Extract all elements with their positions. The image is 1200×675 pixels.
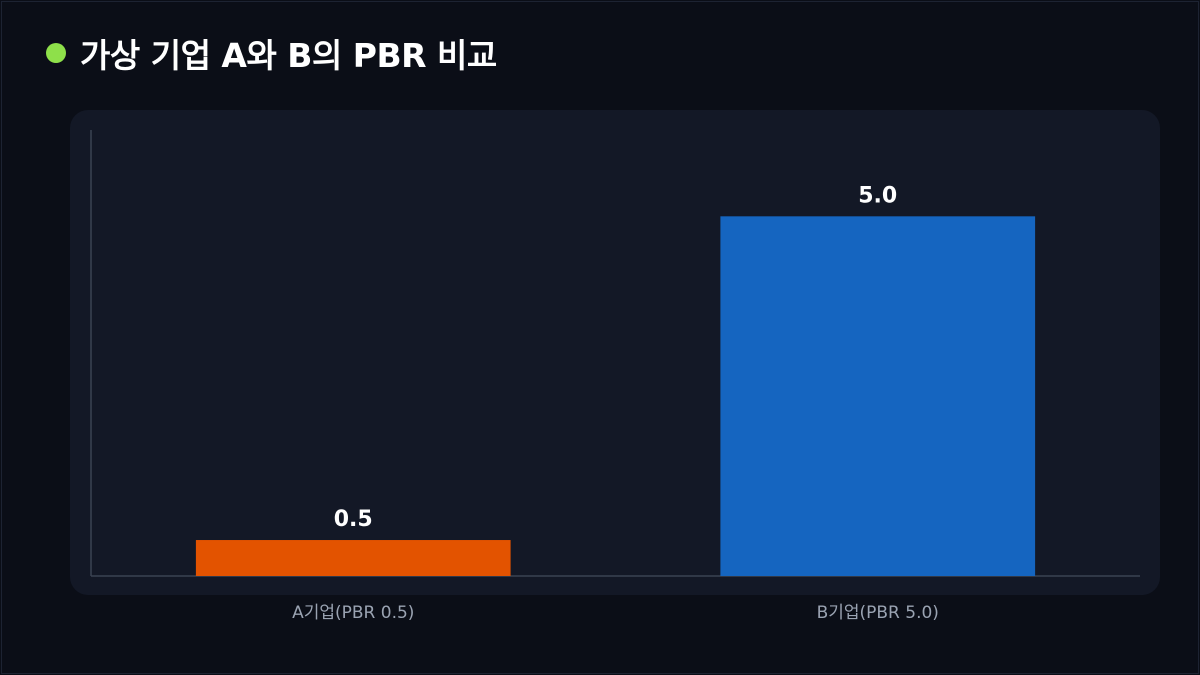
data-label-2: 5.0 <box>858 183 897 208</box>
x-tick-label-1: A기업(PBR 0.5) <box>292 603 414 623</box>
chart-title-text: 가상 기업 A와 B의 PBR 비교 <box>80 36 497 75</box>
data-label-1: 0.5 <box>334 507 373 532</box>
x-tick-label-2: B기업(PBR 5.0) <box>817 603 939 623</box>
title-bullet-icon <box>46 43 66 63</box>
bar-2 <box>720 216 1036 577</box>
chart-title: 가상 기업 A와 B의 PBR 비교 <box>46 28 497 78</box>
bar-1 <box>195 540 511 576</box>
